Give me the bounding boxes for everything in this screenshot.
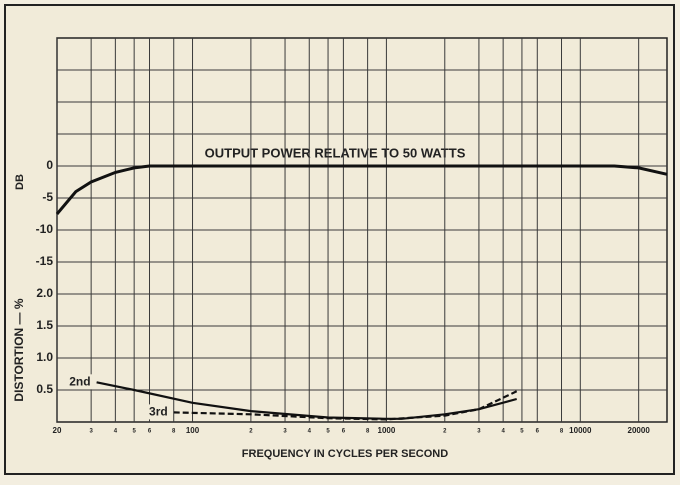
x-tick-label: 3 [477, 429, 481, 435]
x-tick-label: 8 [366, 429, 370, 435]
series-label-bg [62, 374, 93, 390]
x-tick-label: 5 [520, 429, 524, 435]
y-tick-label: -15 [36, 254, 54, 268]
x-tick-label: 10000 [569, 426, 592, 435]
y-axis-title: DB [14, 174, 26, 190]
x-tick-label: 20000 [628, 426, 651, 435]
x-tick-label: 6 [148, 429, 152, 435]
x-tick-label: 20 [53, 426, 62, 435]
x-tick-label: 1000 [378, 426, 396, 435]
y-tick-label: -5 [42, 190, 53, 204]
x-tick-label: 4 [114, 429, 118, 435]
series-label-bg [139, 404, 170, 420]
x-tick-label: 100 [186, 426, 200, 435]
x-tick-label: 5 [132, 429, 136, 435]
x-tick-label: 2 [443, 429, 447, 435]
y2-tick-label: 1.0 [36, 350, 53, 364]
annotation-bg [200, 144, 470, 164]
x-tick-label: 4 [308, 429, 312, 435]
x-tick-label: 6 [536, 429, 540, 435]
series-label: 3rd [149, 405, 168, 419]
y2-tick-label: 1.5 [36, 318, 53, 332]
y2-axis-title: DISTORTION — % [12, 298, 26, 401]
series-line [55, 164, 668, 215]
x-tick-label: 5 [326, 429, 330, 435]
x-tick-label: 4 [501, 429, 505, 435]
y2-tick-label: 0.5 [36, 382, 53, 396]
y-tick-label: -10 [36, 222, 54, 236]
series-line [173, 390, 518, 421]
x-axis-title: FREQUENCY IN CYCLES PER SECOND [242, 448, 448, 460]
annotation: OUTPUT POWER RELATIVE TO 50 WATTS [205, 145, 466, 160]
x-tick-label: 3 [283, 429, 287, 435]
x-tick-label: 6 [342, 429, 346, 435]
x-tick-label: 8 [560, 429, 564, 435]
x-tick-label: 2 [249, 429, 253, 435]
y-tick-label: 0 [46, 158, 53, 172]
series-label: 2nd [69, 374, 90, 388]
frame [4, 4, 675, 475]
x-tick-label: 8 [172, 429, 176, 435]
y2-tick-label: 2.0 [36, 286, 53, 300]
x-tick-label: 3 [89, 429, 93, 435]
